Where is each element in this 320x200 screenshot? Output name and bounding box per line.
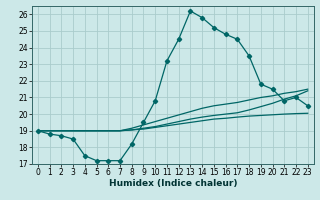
X-axis label: Humidex (Indice chaleur): Humidex (Indice chaleur)	[108, 179, 237, 188]
